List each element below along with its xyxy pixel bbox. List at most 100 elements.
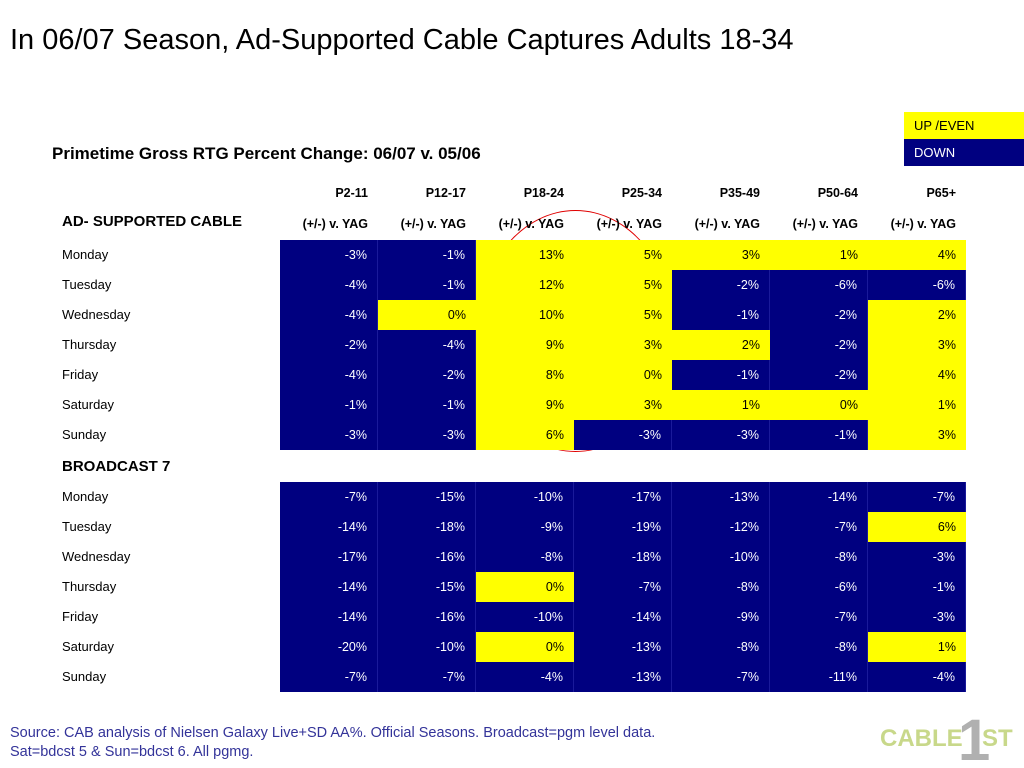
- section-title: AD- SUPPORTED CABLE: [62, 213, 243, 230]
- row-label: Monday: [62, 247, 109, 262]
- table-cell: 0%: [476, 632, 574, 662]
- column-header: P65+: [926, 186, 956, 200]
- table-cell: -2%: [770, 360, 868, 390]
- table-cell: -3%: [378, 420, 476, 450]
- table-cell: -11%: [770, 662, 868, 692]
- source-line-2: Sat=bdcst 5 & Sun=bdcst 6. All pgmg.: [10, 744, 254, 760]
- column-subheader: (+/-) v. YAG: [596, 217, 662, 231]
- table-cell: -16%: [378, 602, 476, 632]
- table-cell: -7%: [868, 482, 966, 512]
- table-cell: -14%: [280, 602, 378, 632]
- table-cell: -2%: [280, 330, 378, 360]
- table-cell: 10%: [476, 300, 574, 330]
- table-cell: -14%: [280, 572, 378, 602]
- table-cell: 3%: [574, 390, 672, 420]
- table-cell: -4%: [280, 270, 378, 300]
- table-cell: -3%: [574, 420, 672, 450]
- table-cell: 9%: [476, 330, 574, 360]
- row-label: Wednesday: [62, 549, 131, 564]
- row-label: Wednesday: [62, 307, 131, 322]
- table-cell: 3%: [672, 240, 770, 270]
- table-cell: -7%: [378, 662, 476, 692]
- column-subheader: (+/-) v. YAG: [694, 217, 760, 231]
- table-cell: -7%: [770, 512, 868, 542]
- table-cell: 6%: [476, 420, 574, 450]
- logo-text-cable: CABLE: [880, 725, 963, 752]
- table-cell: -13%: [574, 632, 672, 662]
- legend-down: DOWN: [904, 139, 1024, 166]
- table-cell: -2%: [770, 330, 868, 360]
- table-cell: -7%: [770, 602, 868, 632]
- row-label: Sunday: [62, 669, 107, 684]
- table-cell: -7%: [280, 482, 378, 512]
- table-cell: 1%: [868, 390, 966, 420]
- table-cell: -1%: [868, 572, 966, 602]
- cable-1st-logo: CABLE 1 ST: [880, 708, 1013, 768]
- table-cell: -18%: [574, 542, 672, 572]
- table-cell: -10%: [476, 602, 574, 632]
- row-label: Tuesday: [62, 277, 112, 292]
- table-cell: -1%: [378, 240, 476, 270]
- table-cell: -4%: [868, 662, 966, 692]
- table-cell: 0%: [770, 390, 868, 420]
- table-cell: 4%: [868, 360, 966, 390]
- table-cell: -3%: [280, 240, 378, 270]
- row-label: Saturday: [62, 397, 115, 412]
- table-cell: -6%: [770, 270, 868, 300]
- table-cell: -8%: [672, 572, 770, 602]
- color-legend: UP /EVEN DOWN: [904, 112, 1024, 166]
- table-cell: -13%: [574, 662, 672, 692]
- table-cell: -2%: [672, 270, 770, 300]
- table-cell: -1%: [378, 390, 476, 420]
- row-label: Thursday: [62, 337, 117, 352]
- section-title: BROADCAST 7: [62, 458, 171, 475]
- slide-title: In 06/07 Season, Ad-Supported Cable Capt…: [10, 24, 794, 56]
- table-cell: -4%: [476, 662, 574, 692]
- table-cell: 9%: [476, 390, 574, 420]
- table-cell: -12%: [672, 512, 770, 542]
- source-line-1: Source: CAB analysis of Nielsen Galaxy L…: [10, 725, 656, 741]
- table-cell: -3%: [280, 420, 378, 450]
- table-cell: 5%: [574, 300, 672, 330]
- column-header: P35-49: [719, 186, 760, 200]
- table-cell: -4%: [280, 360, 378, 390]
- row-label: Sunday: [62, 427, 107, 442]
- table-cell: -17%: [574, 482, 672, 512]
- column-header: P2-11: [335, 186, 368, 200]
- table-cell: 1%: [672, 390, 770, 420]
- table-cell: -8%: [476, 542, 574, 572]
- source-note: Source: CAB analysis of Nielsen Galaxy L…: [10, 724, 655, 762]
- table-cell: -1%: [280, 390, 378, 420]
- table-cell: -14%: [574, 602, 672, 632]
- table-cell: -10%: [672, 542, 770, 572]
- table-cell: 5%: [574, 240, 672, 270]
- column-subheader: (+/-) v. YAG: [890, 217, 956, 231]
- table-cell: 3%: [574, 330, 672, 360]
- table-cell: 6%: [868, 512, 966, 542]
- table-cell: -7%: [574, 572, 672, 602]
- table-cell: -7%: [672, 662, 770, 692]
- table-cell: -2%: [378, 360, 476, 390]
- table-cell: -4%: [280, 300, 378, 330]
- table-cell: 8%: [476, 360, 574, 390]
- table-cell: 0%: [378, 300, 476, 330]
- table-cell: 3%: [868, 420, 966, 450]
- table-cell: 1%: [770, 240, 868, 270]
- table-cell: -10%: [378, 632, 476, 662]
- legend-up: UP /EVEN: [904, 112, 1024, 139]
- table-cell: -8%: [770, 632, 868, 662]
- table-cell: -15%: [378, 482, 476, 512]
- table-cell: -13%: [672, 482, 770, 512]
- table-cell: -16%: [378, 542, 476, 572]
- table-cell: 0%: [574, 360, 672, 390]
- table-cell: -4%: [378, 330, 476, 360]
- table-cell: 2%: [868, 300, 966, 330]
- table-cell: -7%: [280, 662, 378, 692]
- table-cell: -19%: [574, 512, 672, 542]
- column-subheader: (+/-) v. YAG: [302, 217, 368, 231]
- row-label: Monday: [62, 489, 109, 504]
- table-cell: -8%: [770, 542, 868, 572]
- table-cell: -3%: [868, 602, 966, 632]
- table-cell: -10%: [476, 482, 574, 512]
- table-cell: -1%: [672, 360, 770, 390]
